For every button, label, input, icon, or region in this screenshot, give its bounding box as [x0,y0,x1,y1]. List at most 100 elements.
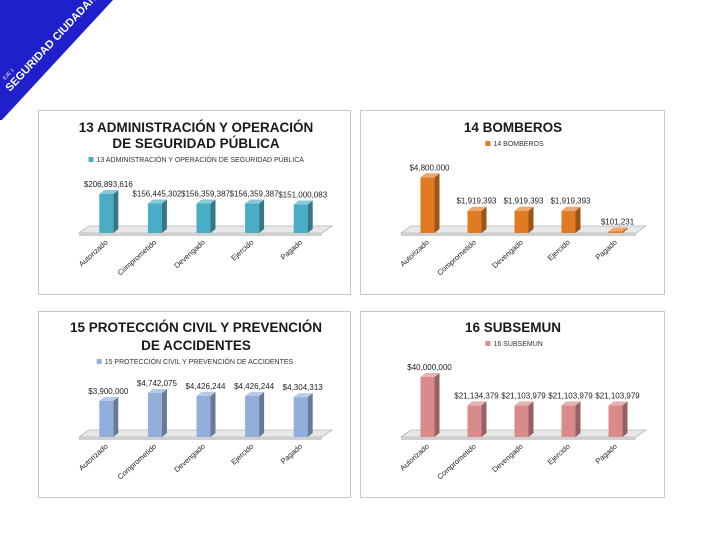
bar [420,177,435,233]
bar [467,405,482,437]
data-label: $4,800,000 [409,163,450,172]
bar [514,405,529,437]
data-label: $156,445,302 [132,190,181,199]
category-label: Autorizado [77,238,110,269]
data-label: $3,900,000 [88,387,129,396]
chart-title-line: 13 ADMINISTRACIÓN Y OPERACIÓN [79,120,314,135]
category-label: Comprometido [435,442,478,482]
bar-top [245,199,265,204]
bar-side [113,396,119,437]
data-label: $101,231 [601,218,635,227]
bar [147,203,162,233]
legend-swatch [485,141,491,146]
bar-side [528,401,534,437]
bar-side [434,373,440,437]
category-label: Devengado [172,442,207,474]
bar [147,393,162,437]
bar [99,194,114,233]
bar-side [481,206,487,233]
category-label: Pagado [279,442,304,466]
bar-top [293,393,313,398]
category-label: Comprometido [116,238,159,278]
bar [561,405,576,437]
data-label: $21,103,979 [548,391,593,400]
data-label: $1,919,393 [456,197,497,206]
chart-title-line: 15 PROTECCIÓN CIVIL Y PREVENCIÓN [70,320,322,335]
bar-top [514,401,534,406]
bar-side [210,199,216,233]
chart-panel-16: 16 SUBSEMUN 16 SUBSEMUN $40,000,000 Autoriz… [360,311,665,498]
category-label: Comprometido [435,238,478,278]
data-label: $4,742,075 [137,379,178,388]
chart-floor-edge [401,233,636,236]
bar [196,395,211,437]
bar-top [561,401,581,406]
data-label: $156,359,387 [230,190,279,199]
bar-top [467,206,487,211]
bar-side [622,227,628,233]
bar-top [467,401,487,406]
data-label: $1,919,393 [503,197,544,206]
chart-panel-14: 14 BOMBEROS 14 BOMBEROS $4,800,000 Autoriza… [360,110,665,295]
legend-swatch [485,341,491,346]
bar-top [147,389,167,394]
chart-panel-15: 15 PROTECCIÓN CIVIL Y PREVENCIÓN DE ACCID… [38,311,351,498]
bar-side [210,391,216,437]
bar-side [259,391,265,437]
category-label: Autorizado [398,238,431,269]
category-label: Pagado [594,238,619,262]
bar-side [161,199,167,233]
category-label: Devengado [490,442,525,474]
data-label: $156,359,387 [181,190,230,199]
chart-panel-13: 13 ADMINISTRACIÓN Y OPERACIÓN DE SEGURIDA… [38,110,351,295]
bar-side [622,401,628,437]
legend-label: 16 SUBSEMUN [493,341,542,348]
bar-top [561,206,581,211]
data-label: $40,000,000 [407,363,452,372]
bar [561,210,576,233]
bar-top [420,373,440,377]
bar [99,400,114,437]
chart-floor-edge [401,437,636,440]
bar [514,210,529,233]
bar [293,204,308,233]
data-label: $4,426,244 [185,382,226,391]
bar-top [293,200,313,205]
chart-title-line: DE ACCIDENTES [141,338,251,353]
bar [420,377,435,437]
bar-side [307,393,313,437]
data-label: $1,919,393 [550,197,591,206]
chart-16: 16 SUBSEMUN 16 SUBSEMUN $40,000,000 Autoriz… [398,320,648,482]
data-label: $151,000,083 [278,191,327,200]
data-label: $4,304,313 [283,383,324,392]
bar-side [575,401,581,437]
chart-floor-edge [79,437,322,440]
bar-side [434,173,440,233]
bar [293,397,308,437]
category-label: Autorizado [398,442,431,473]
bar-side [528,206,534,233]
category-label: Pagado [594,442,619,466]
bar [245,203,260,233]
bar-top [99,396,119,401]
bar-side [161,389,167,437]
legend-swatch [88,157,94,162]
category-label: Ejercido [229,238,255,263]
data-label: $21,103,979 [501,391,546,400]
bar-side [113,190,119,233]
data-label: $4,426,244 [234,382,275,391]
legend-swatch [96,359,102,364]
category-label: Pagado [279,238,304,262]
chart-15: 15 PROTECCIÓN CIVIL Y PREVENCIÓN DE ACCID… [70,320,334,481]
bar-top [147,199,167,204]
bar [608,405,623,437]
data-label: $21,103,979 [595,391,640,400]
category-label: Ejercido [546,442,572,467]
bar-side [575,206,581,233]
chart-14: 14 BOMBEROS 14 BOMBEROS $4,800,000 Autoriza… [398,120,648,278]
chart-title-line: DE SEGURIDAD PÚBLICA [112,136,280,151]
chart-title-line: 16 SUBSEMUN [465,320,561,335]
category-label: Ejercido [229,442,255,467]
bar [467,210,482,233]
